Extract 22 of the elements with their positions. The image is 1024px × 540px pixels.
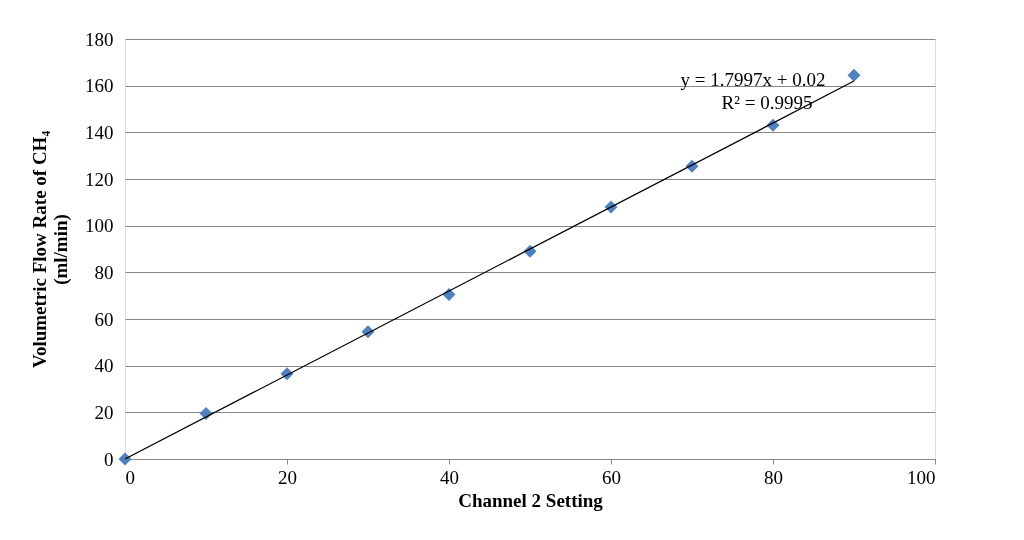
- x-tick-label: 60: [602, 466, 621, 488]
- y-tick-label: 60: [94, 308, 114, 330]
- annotation: y = 1.7997x + 0.02: [680, 69, 826, 90]
- x-tick-label: 0: [125, 466, 135, 488]
- y-tick-label: 160: [85, 75, 114, 97]
- y-tick-label: 120: [85, 168, 114, 190]
- x-tick-label: 80: [764, 466, 783, 488]
- y-tick-label: 100: [85, 215, 114, 237]
- x-tick-label: 20: [278, 466, 297, 488]
- x-axis-title: Channel 2 Setting: [458, 489, 604, 511]
- point: [847, 68, 861, 82]
- x-tick-label: 40: [440, 466, 459, 488]
- x-tick-label: 100: [907, 466, 936, 488]
- y-tick-label: 180: [85, 28, 114, 50]
- point: [118, 452, 132, 466]
- annotation: R² = 0.9995: [721, 92, 813, 113]
- y-tick-label: 0: [104, 448, 114, 470]
- y-tick-label: 140: [85, 121, 114, 143]
- y-axis-title: Volumetric Flow Rate of CH₄ (ml/min): [29, 130, 72, 369]
- y-tick-label: 80: [94, 261, 114, 283]
- y-tick-label: 20: [94, 401, 114, 423]
- y-tick-label: 40: [94, 355, 114, 377]
